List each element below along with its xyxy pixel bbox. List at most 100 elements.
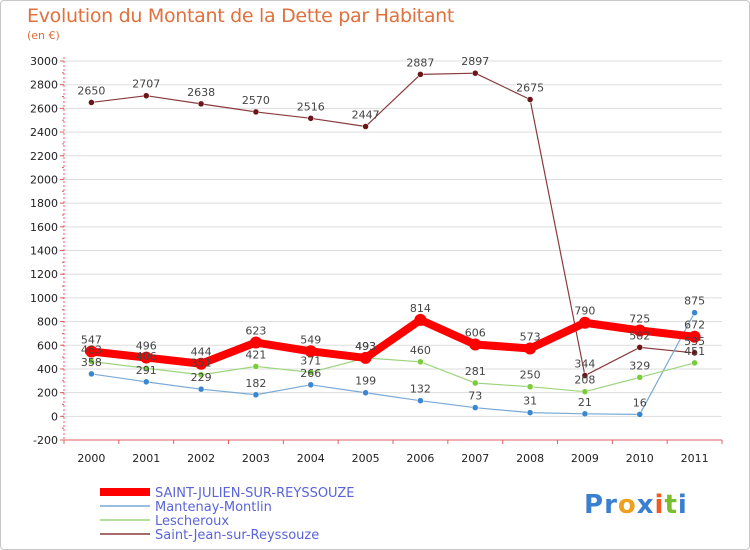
point-3-7 xyxy=(472,69,479,77)
data-label-2-6: 460 xyxy=(410,344,431,357)
point-2-9 xyxy=(581,388,589,395)
point-2-7 xyxy=(472,379,479,387)
point-0-1 xyxy=(140,351,153,364)
y-tick-label: 1200 xyxy=(30,268,58,281)
y-tick-label: 3000 xyxy=(30,55,58,68)
logo-letter: i xyxy=(677,490,688,520)
data-labels: 547 496 444 623 549 493 814 606 573 790 725 672 358 2… xyxy=(77,55,705,409)
point-2-2 xyxy=(197,371,205,378)
point-3-10 xyxy=(636,344,643,351)
x-tick-label: 2011 xyxy=(681,452,709,465)
data-label-3-10: 582 xyxy=(629,329,650,342)
data-label-3-1: 2707 xyxy=(132,78,160,91)
x-tick-label: 2000 xyxy=(77,452,105,465)
data-label-2-0: 463 xyxy=(81,343,102,356)
data-label-2-8: 250 xyxy=(520,369,541,382)
point-1-10 xyxy=(636,411,643,418)
y-tick-label: 0 xyxy=(51,410,58,423)
x-tick-label: 2008 xyxy=(516,452,544,465)
data-label-0-11: 672 xyxy=(684,319,705,332)
point-3-4 xyxy=(307,115,314,122)
grid-lines xyxy=(64,60,722,441)
data-label-0-10: 725 xyxy=(629,312,650,325)
x-tick-label: 2007 xyxy=(461,452,489,465)
logo-letter: t xyxy=(664,490,678,520)
data-label-3-2: 2638 xyxy=(187,86,215,99)
y-tick-label: 1600 xyxy=(30,221,58,234)
point-1-7 xyxy=(472,404,479,411)
y-tick-label: 1800 xyxy=(30,197,58,210)
point-3-1 xyxy=(143,92,150,99)
x-tick-label: 2001 xyxy=(132,452,160,465)
y-tick-label: 200 xyxy=(37,387,58,400)
data-label-2-10: 329 xyxy=(629,359,650,372)
data-label-1-1: 291 xyxy=(136,364,157,377)
chart-title: Evolution du Montant de la Dette par Hab… xyxy=(27,5,455,27)
axes: -200 0 200 400 600 800 1000 1200 1400 1600 1800 200… xyxy=(30,55,723,465)
data-label-1-8: 31 xyxy=(523,395,537,408)
data-label-2-2: 351 xyxy=(191,357,212,370)
point-2-10 xyxy=(636,374,643,381)
logo-letter: P xyxy=(584,490,605,520)
y-tick-label: 2000 xyxy=(30,173,58,186)
x-tick-label: 2005 xyxy=(352,452,380,465)
point-3-9 xyxy=(581,372,589,379)
data-label-0-6: 814 xyxy=(410,302,431,315)
y-tick-label: -200 xyxy=(33,434,58,447)
y-tick-label: 2800 xyxy=(30,79,58,92)
point-2-1 xyxy=(143,364,150,372)
point-1-11 xyxy=(691,309,698,316)
point-0-3 xyxy=(249,336,262,349)
data-label-1-6: 132 xyxy=(410,383,431,396)
y-tick-label: 400 xyxy=(37,363,58,376)
data-label-3-7: 2897 xyxy=(461,55,489,68)
y-tick-label: 2600 xyxy=(30,102,58,115)
point-0-5 xyxy=(359,351,372,364)
data-label-3-11: 535 xyxy=(684,335,705,348)
data-label-0-1: 496 xyxy=(136,340,157,353)
y-tick-label: 600 xyxy=(37,339,58,352)
point-3-3 xyxy=(252,108,260,116)
data-label-2-7: 281 xyxy=(465,365,486,378)
data-label-3-9: 344 xyxy=(574,358,595,371)
legend-label-3: Saint-Jean-sur-Reyssouze xyxy=(155,528,319,543)
point-0-10 xyxy=(633,324,646,337)
legend-label-1: Mantenay-Montlin xyxy=(155,500,272,515)
data-label-2-11: 451 xyxy=(684,345,705,358)
point-0-8 xyxy=(524,342,537,355)
point-1-4 xyxy=(307,381,314,389)
data-label-1-7: 73 xyxy=(468,390,482,403)
data-label-0-4: 549 xyxy=(300,333,321,346)
point-1-9 xyxy=(581,410,589,418)
point-1-5 xyxy=(362,389,369,396)
data-label-2-9: 208 xyxy=(574,374,595,387)
data-label-0-8: 573 xyxy=(520,330,541,343)
data-label-0-5: 493 xyxy=(355,340,376,353)
point-1-0 xyxy=(88,370,95,378)
data-label-1-3: 182 xyxy=(245,377,266,390)
point-3-2 xyxy=(197,100,205,108)
y-tick-label: 2200 xyxy=(30,150,58,163)
x-tick-label: 2003 xyxy=(242,452,270,465)
point-1-1 xyxy=(143,378,150,386)
point-1-6 xyxy=(417,397,424,404)
x-tick-label: 2004 xyxy=(297,452,325,465)
chart-subtitle: (en €) xyxy=(27,29,60,42)
data-label-0-9: 790 xyxy=(574,305,595,318)
data-label-1-9: 21 xyxy=(578,396,592,409)
data-label-1-5: 199 xyxy=(355,375,376,388)
y-tick-label: 1400 xyxy=(30,245,58,258)
series-line-3 xyxy=(91,72,695,377)
x-tick-label: 2010 xyxy=(626,452,654,465)
data-label-0-7: 606 xyxy=(465,327,486,340)
point-2-4 xyxy=(307,369,314,376)
point-1-3 xyxy=(252,391,260,399)
point-3-11 xyxy=(691,349,698,357)
data-label-3-6: 2887 xyxy=(406,56,434,69)
data-label-3-0: 2650 xyxy=(77,84,105,97)
x-tick-label: 2006 xyxy=(406,452,434,465)
legend: SAINT-JULIEN-SUR-REYSSOUZEMantenay-Montl… xyxy=(100,486,354,543)
data-label-3-5: 2447 xyxy=(352,108,380,121)
point-0-0 xyxy=(85,345,98,358)
